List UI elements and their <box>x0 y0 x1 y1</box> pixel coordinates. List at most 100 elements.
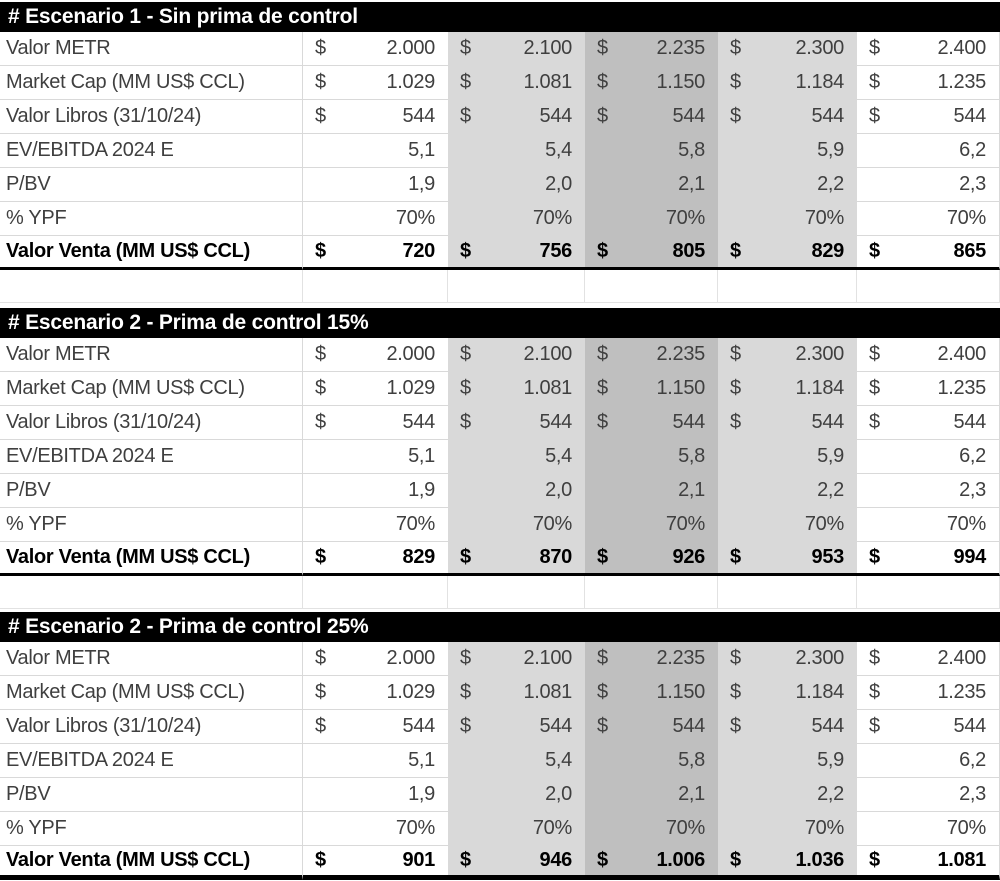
value-cell[interactable]: $953 <box>718 542 857 576</box>
value-cell[interactable]: $544 <box>857 406 1000 440</box>
value-cell[interactable]: 5,1 <box>303 440 448 474</box>
value-cell[interactable]: $870 <box>448 542 585 576</box>
value-cell[interactable]: 70% <box>303 812 448 846</box>
value-cell[interactable]: $1.150 <box>585 372 718 406</box>
value-cell[interactable]: $2.000 <box>303 338 448 372</box>
table-title-bar[interactable]: # Escenario 2 - Prima de control 25% <box>0 612 1000 642</box>
value-cell[interactable]: $1.184 <box>718 372 857 406</box>
row-label-cell[interactable]: Valor Venta (MM US$ CCL) <box>0 542 303 576</box>
row-label-cell[interactable]: % YPF <box>0 202 303 236</box>
value-cell[interactable]: 2,1 <box>585 474 718 508</box>
empty-cell[interactable] <box>857 270 1000 303</box>
value-cell[interactable]: 70% <box>857 202 1000 236</box>
value-cell[interactable]: $544 <box>448 406 585 440</box>
value-cell[interactable]: $2.400 <box>857 338 1000 372</box>
row-label-cell[interactable]: % YPF <box>0 508 303 542</box>
value-cell[interactable]: $544 <box>585 406 718 440</box>
value-cell[interactable]: $2.300 <box>718 32 857 66</box>
empty-cell[interactable] <box>585 270 718 303</box>
value-cell[interactable]: 2,0 <box>448 778 585 812</box>
empty-cell[interactable] <box>718 576 857 609</box>
value-cell[interactable]: 5,4 <box>448 440 585 474</box>
table-title-bar[interactable]: # Escenario 1 - Sin prima de control <box>0 2 1000 32</box>
value-cell[interactable]: $544 <box>718 406 857 440</box>
row-label-cell[interactable]: Valor Libros (31/10/24) <box>0 406 303 440</box>
empty-cell[interactable] <box>0 576 303 609</box>
row-label-cell[interactable]: P/BV <box>0 474 303 508</box>
row-label-cell[interactable]: Valor METR <box>0 642 303 676</box>
value-cell[interactable]: 6,2 <box>857 744 1000 778</box>
value-cell[interactable]: $2.235 <box>585 642 718 676</box>
value-cell[interactable]: 70% <box>448 202 585 236</box>
value-cell[interactable]: 5,8 <box>585 134 718 168</box>
value-cell[interactable]: $1.184 <box>718 676 857 710</box>
value-cell[interactable]: 6,2 <box>857 134 1000 168</box>
empty-cell[interactable] <box>448 270 585 303</box>
value-cell[interactable]: $720 <box>303 236 448 270</box>
value-cell[interactable]: $544 <box>303 100 448 134</box>
value-cell[interactable]: 2,3 <box>857 778 1000 812</box>
value-cell[interactable]: $1.029 <box>303 676 448 710</box>
value-cell[interactable]: 70% <box>585 202 718 236</box>
value-cell[interactable]: $544 <box>303 710 448 744</box>
row-label-cell[interactable]: Market Cap (MM US$ CCL) <box>0 372 303 406</box>
value-cell[interactable]: 70% <box>448 508 585 542</box>
value-cell[interactable]: 2,2 <box>718 778 857 812</box>
value-cell[interactable]: $829 <box>303 542 448 576</box>
value-cell[interactable]: $1.235 <box>857 372 1000 406</box>
value-cell[interactable]: $946 <box>448 846 585 880</box>
value-cell[interactable]: $994 <box>857 542 1000 576</box>
value-cell[interactable]: $1.029 <box>303 372 448 406</box>
value-cell[interactable]: 2,2 <box>718 168 857 202</box>
value-cell[interactable]: $2.000 <box>303 642 448 676</box>
value-cell[interactable]: $544 <box>718 710 857 744</box>
value-cell[interactable]: $756 <box>448 236 585 270</box>
value-cell[interactable]: $544 <box>857 100 1000 134</box>
value-cell[interactable]: 5,8 <box>585 440 718 474</box>
row-label-cell[interactable]: Valor METR <box>0 32 303 66</box>
value-cell[interactable]: 5,9 <box>718 440 857 474</box>
value-cell[interactable]: $926 <box>585 542 718 576</box>
value-cell[interactable]: 70% <box>718 812 857 846</box>
value-cell[interactable]: $1.081 <box>857 846 1000 880</box>
row-label-cell[interactable]: EV/EBITDA 2024 E <box>0 134 303 168</box>
value-cell[interactable]: 70% <box>857 812 1000 846</box>
value-cell[interactable]: $1.081 <box>448 372 585 406</box>
value-cell[interactable]: $2.100 <box>448 642 585 676</box>
empty-cell[interactable] <box>0 270 303 303</box>
row-label-cell[interactable]: Valor Libros (31/10/24) <box>0 100 303 134</box>
value-cell[interactable]: 1,9 <box>303 474 448 508</box>
value-cell[interactable]: $544 <box>585 100 718 134</box>
row-label-cell[interactable]: Market Cap (MM US$ CCL) <box>0 676 303 710</box>
row-label-cell[interactable]: P/BV <box>0 778 303 812</box>
value-cell[interactable]: $544 <box>448 710 585 744</box>
value-cell[interactable]: $1.081 <box>448 66 585 100</box>
value-cell[interactable]: 2,1 <box>585 168 718 202</box>
value-cell[interactable]: 70% <box>857 508 1000 542</box>
row-label-cell[interactable]: % YPF <box>0 812 303 846</box>
empty-cell[interactable] <box>303 270 448 303</box>
value-cell[interactable]: 5,8 <box>585 744 718 778</box>
row-label-cell[interactable]: Valor Venta (MM US$ CCL) <box>0 236 303 270</box>
value-cell[interactable]: $2.300 <box>718 642 857 676</box>
value-cell[interactable]: 2,3 <box>857 474 1000 508</box>
value-cell[interactable]: 70% <box>718 202 857 236</box>
value-cell[interactable]: $544 <box>718 100 857 134</box>
value-cell[interactable]: $2.235 <box>585 338 718 372</box>
row-label-cell[interactable]: Market Cap (MM US$ CCL) <box>0 66 303 100</box>
value-cell[interactable]: $805 <box>585 236 718 270</box>
value-cell[interactable]: 1,9 <box>303 168 448 202</box>
empty-cell[interactable] <box>448 576 585 609</box>
empty-cell[interactable] <box>585 576 718 609</box>
value-cell[interactable]: 70% <box>585 812 718 846</box>
value-cell[interactable]: 2,1 <box>585 778 718 812</box>
value-cell[interactable]: 70% <box>585 508 718 542</box>
value-cell[interactable]: $1.184 <box>718 66 857 100</box>
empty-cell[interactable] <box>718 270 857 303</box>
value-cell[interactable]: $829 <box>718 236 857 270</box>
value-cell[interactable]: $2.300 <box>718 338 857 372</box>
value-cell[interactable]: 2,0 <box>448 168 585 202</box>
value-cell[interactable]: $1.150 <box>585 66 718 100</box>
value-cell[interactable]: $1.235 <box>857 66 1000 100</box>
value-cell[interactable]: 2,2 <box>718 474 857 508</box>
